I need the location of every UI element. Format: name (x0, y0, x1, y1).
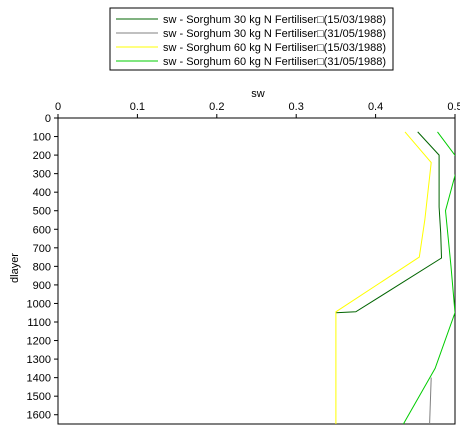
y-tick-label: 100 (33, 132, 51, 144)
x-axis: 0 0.1 0.2 0.3 0.4 0.5 (55, 101, 460, 118)
series-line-1 (335, 131, 443, 314)
y-tick-label: 400 (33, 187, 51, 199)
plot-frame (57, 117, 456, 425)
legend-box (109, 7, 394, 71)
legend-label-3: sw - Sorghum 60 kg N Fertiliser□(15/03/1… (163, 42, 386, 54)
y-tick-label: 300 (33, 169, 51, 181)
x-axis-title: sw (251, 88, 265, 100)
x-tick-label: 0.4 (368, 101, 383, 113)
y-tick-label: 600 (33, 224, 51, 236)
y-tick-label: 1400 (27, 373, 51, 385)
series-line-3 (335, 131, 432, 424)
x-tick-label: 0.5 (447, 101, 460, 113)
series-line-4 (402, 131, 455, 424)
legend-label-4: sw - Sorghum 60 kg N Fertiliser□(31/05/1… (163, 56, 386, 68)
y-tick-label: 1500 (27, 391, 51, 403)
x-tick-label: 0.1 (130, 101, 145, 113)
legend: sw - Sorghum 30 kg N Fertiliser□(15/03/1… (109, 7, 394, 71)
x-tick-label: 0.2 (209, 101, 224, 113)
y-tick-label: 1600 (27, 410, 51, 422)
y-tick-label: 500 (33, 206, 51, 218)
y-tick-label: 1000 (27, 298, 51, 310)
y-tick-label: 800 (33, 261, 51, 273)
legend-label-2: sw - Sorghum 30 kg N Fertiliser□(31/05/1… (163, 28, 386, 40)
series-line-2 (429, 377, 432, 424)
y-axis-title: dlayer (9, 253, 21, 283)
y-axis: 0 100 200 300 400 500 600 700 800 900 1000 1100 1200… (27, 113, 58, 422)
y-tick-label: 700 (33, 243, 51, 255)
y-tick-label: 1200 (27, 336, 51, 348)
x-tick-label: 0.3 (289, 101, 304, 113)
y-tick-label: 900 (33, 280, 51, 292)
y-tick-label: 200 (33, 150, 51, 162)
y-tick-label: 0 (45, 113, 51, 125)
legend-items: sw - Sorghum 30 kg N Fertiliser□(15/03/1… (116, 14, 386, 68)
x-tick-label: 0 (55, 101, 61, 113)
series-lines (335, 131, 455, 424)
y-tick-label: 1100 (27, 317, 51, 329)
legend-label-1: sw - Sorghum 30 kg N Fertiliser□(15/03/1… (163, 14, 386, 26)
y-tick-label: 1300 (27, 354, 51, 366)
